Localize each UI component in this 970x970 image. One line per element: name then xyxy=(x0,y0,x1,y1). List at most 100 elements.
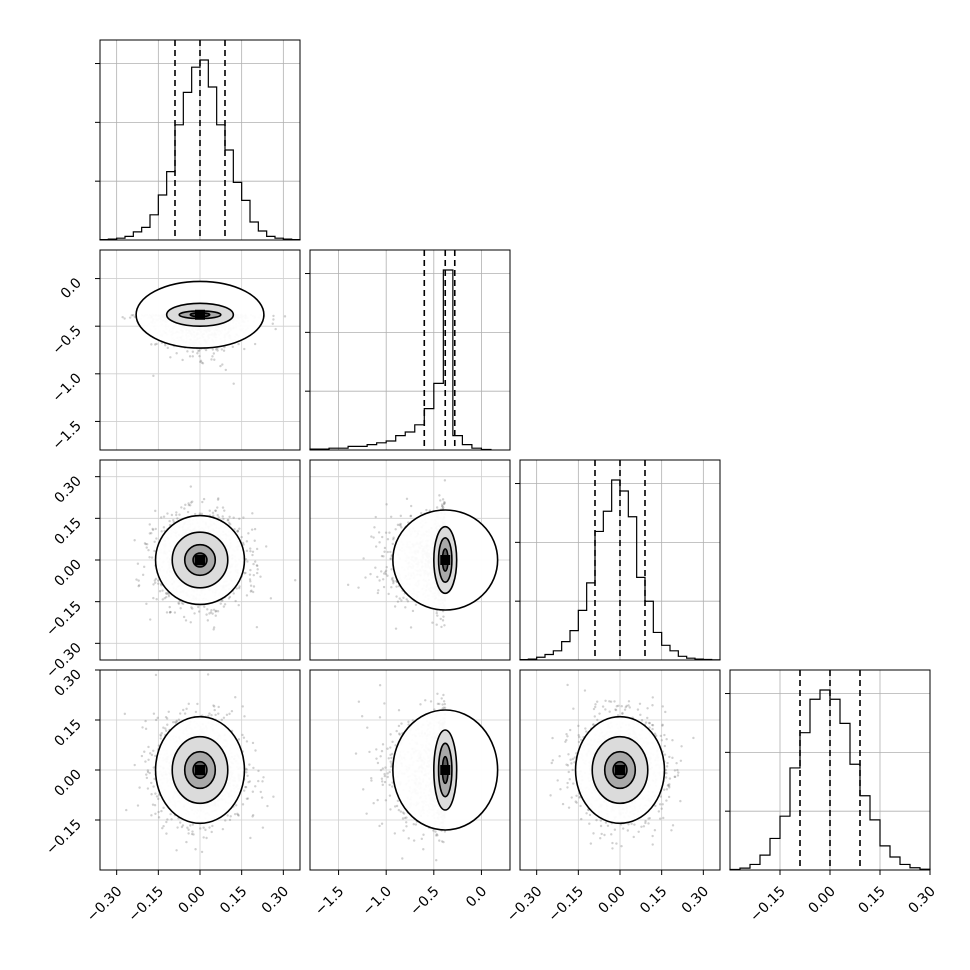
scatter-point xyxy=(157,582,160,585)
scatter-point xyxy=(187,832,190,835)
scatter-point xyxy=(238,586,241,590)
scatter-point xyxy=(147,548,150,552)
scatter-point xyxy=(144,719,147,723)
scatter-point xyxy=(395,585,398,588)
scatter-point xyxy=(252,562,255,566)
scatter-point xyxy=(370,535,373,538)
scatter-point xyxy=(214,348,218,351)
scatter-point xyxy=(125,808,128,812)
scatter-point xyxy=(241,733,244,737)
scatter-point xyxy=(378,541,381,544)
scatter-point xyxy=(189,485,193,488)
scatter-point xyxy=(153,343,157,346)
density-peak xyxy=(195,555,205,565)
scatter-point xyxy=(173,720,177,724)
scatter-point xyxy=(164,727,167,730)
scatter-point xyxy=(186,510,190,514)
scatter-point xyxy=(168,605,171,609)
scatter-point xyxy=(221,599,224,602)
scatter-point xyxy=(199,827,202,830)
scatter-point xyxy=(159,737,162,740)
scatter-point xyxy=(214,509,217,512)
scatter-point xyxy=(392,580,395,583)
scatter-point xyxy=(145,542,149,546)
scatter-point xyxy=(199,360,202,364)
contour-line xyxy=(392,509,499,611)
contour-line xyxy=(433,525,458,595)
scatter-point xyxy=(187,503,191,507)
scatter-point xyxy=(390,568,393,571)
scatter-point xyxy=(383,550,386,553)
scatter-point xyxy=(435,506,439,509)
scatter-point xyxy=(390,578,394,581)
scatter-point xyxy=(148,752,152,755)
scatter-point xyxy=(196,702,199,706)
scatter-point xyxy=(248,573,252,576)
scatter-point xyxy=(178,821,182,824)
joint-content xyxy=(100,670,300,870)
scatter-point xyxy=(369,572,372,576)
scatter-point xyxy=(386,550,389,554)
scatter-point xyxy=(176,517,179,520)
scatter-point xyxy=(212,628,215,631)
scatter-point xyxy=(409,504,413,508)
scatter-point xyxy=(265,545,268,548)
scatter-point xyxy=(191,607,194,610)
scatter-point xyxy=(384,570,387,574)
scatter-point xyxy=(219,602,222,605)
scatter-point xyxy=(187,502,190,505)
scatter-point xyxy=(207,714,210,718)
scatter-point xyxy=(150,343,153,346)
scatter-point xyxy=(141,726,144,729)
contour-line xyxy=(189,312,211,318)
scatter-point xyxy=(224,819,227,822)
scatter-point xyxy=(272,318,275,321)
scatter-point xyxy=(443,624,446,627)
scatter-point xyxy=(394,627,398,630)
scatter-point xyxy=(204,348,208,352)
scatter-point xyxy=(387,592,390,596)
scatter-point xyxy=(180,506,183,509)
scatter-point xyxy=(439,617,442,621)
scatter-point xyxy=(148,556,151,559)
scatter-point xyxy=(201,500,204,504)
scatter-point xyxy=(193,612,196,615)
scatter-point xyxy=(256,564,259,567)
scatter-point xyxy=(389,515,393,519)
scatter-point xyxy=(145,602,148,606)
scatter-point xyxy=(245,771,248,774)
scatter-point xyxy=(210,609,213,612)
scatter-point xyxy=(386,574,389,577)
scatter-point xyxy=(293,579,297,582)
scatter-point xyxy=(166,723,169,726)
scatter-point xyxy=(227,518,230,522)
scatter-point xyxy=(203,605,206,608)
hist-panel-0 xyxy=(95,39,301,241)
scatter-point xyxy=(210,358,213,361)
scatter-point xyxy=(191,350,195,353)
scatter-point xyxy=(160,530,163,533)
scatter-point xyxy=(442,506,445,509)
scatter-point xyxy=(249,547,252,550)
scatter-point xyxy=(269,597,273,600)
scatter-point xyxy=(169,610,172,614)
scatter-point xyxy=(382,572,386,575)
scatter-point xyxy=(182,708,185,712)
scatter-point xyxy=(392,538,395,541)
scatter-point xyxy=(228,522,232,526)
scatter-point xyxy=(180,601,184,605)
scatter-point xyxy=(137,584,140,588)
scatter-point xyxy=(382,555,385,558)
scatter-point xyxy=(158,590,162,593)
scatter-point xyxy=(164,729,168,732)
scatter-point xyxy=(377,589,380,592)
scatter-point xyxy=(386,538,390,541)
scatter-point xyxy=(242,516,245,519)
scatter-point xyxy=(391,579,395,582)
scatter-point xyxy=(232,516,235,519)
scatter-point xyxy=(243,572,246,575)
scatter-point xyxy=(240,535,243,539)
scatter-point xyxy=(253,539,256,542)
scatter-point xyxy=(197,349,200,353)
scatter-point xyxy=(398,597,401,600)
